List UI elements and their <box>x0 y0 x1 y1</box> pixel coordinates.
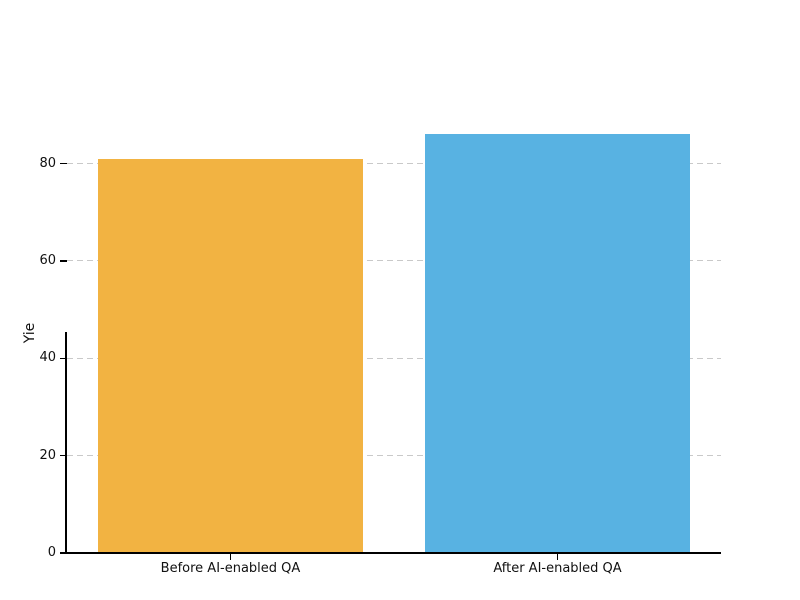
bar <box>425 134 690 553</box>
gridline <box>67 455 721 457</box>
y-tick <box>60 454 67 457</box>
x-tick <box>556 554 559 560</box>
y-tick <box>60 552 67 554</box>
y-axis-spine <box>65 332 67 553</box>
y-tick <box>60 357 67 360</box>
gridline <box>67 163 721 165</box>
gridline <box>67 357 721 359</box>
x-tick-label: After AI-enabled QA <box>493 561 622 576</box>
x-tick <box>229 554 232 560</box>
y-tick <box>60 260 67 262</box>
y-tick-label: 0 <box>47 545 56 560</box>
y-axis-label: Yie <box>22 322 38 344</box>
bar <box>98 158 363 553</box>
y-tick <box>60 162 67 165</box>
x-axis-line <box>65 552 721 554</box>
gridline <box>67 260 721 262</box>
y-tick-label: 80 <box>39 155 56 171</box>
y-tick-label: 60 <box>39 252 56 268</box>
x-tick-label: Before AI-enabled QA <box>160 561 301 576</box>
y-tick-label: 40 <box>39 350 56 366</box>
y-tick-label: 20 <box>39 447 56 463</box>
